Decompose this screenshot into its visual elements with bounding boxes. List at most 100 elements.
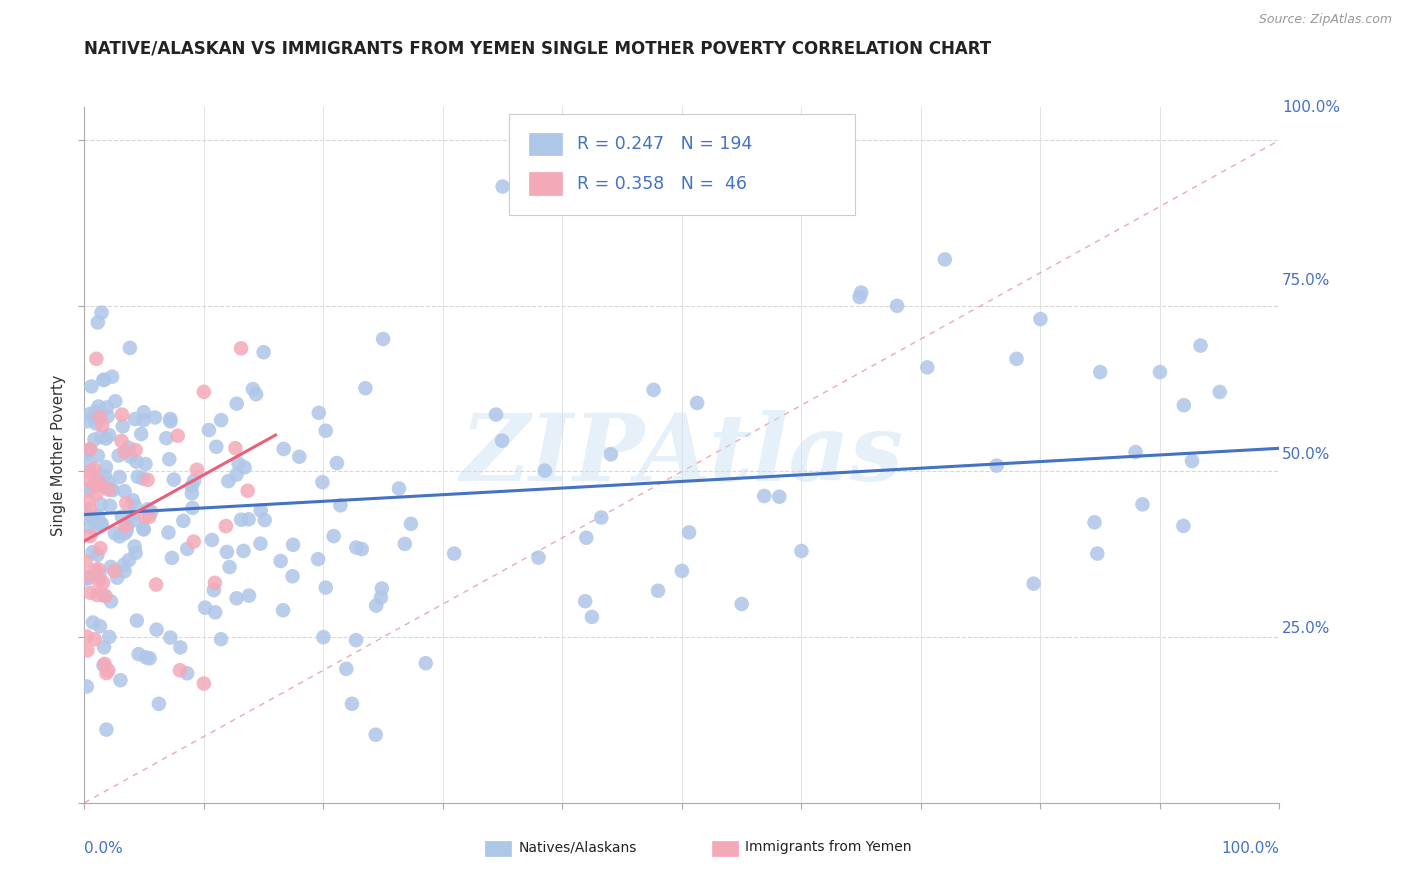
Point [1085,547,1108,561]
Point [111,408,134,422]
Point [75,572,97,586]
Point [75,473,97,487]
Point [181,500,204,515]
Point [79,529,101,543]
Point [83,462,105,476]
Point [166,428,188,442]
Point [89,409,111,424]
Point [370,591,392,605]
Point [731,597,754,611]
Point [120,450,142,464]
Point [94,589,117,603]
Point [848,290,870,304]
Point [311,475,333,490]
Point [82,545,104,559]
Point [80,481,103,495]
Point [986,458,1008,473]
Point [104,394,127,409]
Point [91,575,114,590]
Point [83,514,105,528]
Point [87,449,110,463]
Point [122,508,145,522]
Point [194,600,217,615]
Point [80,379,103,393]
Point [209,632,232,647]
Point [236,483,259,498]
Point [87,562,110,576]
Point [112,558,135,572]
Point [98,482,121,496]
Point [271,603,294,617]
Point [307,552,329,566]
Point [84,405,107,419]
Point [83,632,105,647]
Point [647,583,669,598]
Point [1181,454,1204,468]
Point [79,465,101,479]
Point [90,306,112,320]
Point [238,512,260,526]
Point [89,541,111,556]
Point [1029,312,1052,326]
Point [76,630,98,644]
Point [281,569,304,583]
Point [176,666,198,681]
Point [108,470,131,484]
Point [145,623,167,637]
Point [1022,576,1045,591]
Point [193,676,215,690]
Point [124,539,146,553]
Point [224,441,246,455]
Point [87,574,110,588]
FancyBboxPatch shape [711,841,738,856]
Point [1125,445,1147,459]
Point [124,546,146,560]
Point [527,550,550,565]
Point [110,673,132,688]
Point [232,544,254,558]
Point [100,594,122,608]
Point [350,542,373,557]
Point [75,508,97,523]
Point [115,524,138,538]
Point [132,413,155,427]
Point [159,631,181,645]
Point [136,502,159,516]
Point [157,525,180,540]
Point [678,525,700,540]
Point [118,441,141,455]
Point [225,397,247,411]
Point [169,640,191,655]
Point [917,360,939,375]
Point [114,484,136,499]
Point [96,401,118,415]
Point [155,431,177,445]
Point [93,373,115,387]
Text: Immigrants from Yemen: Immigrants from Yemen [745,840,911,855]
Point [176,541,198,556]
Point [180,479,202,493]
Point [148,697,170,711]
Point [354,381,377,395]
Point [115,496,138,510]
Point [97,409,120,424]
FancyBboxPatch shape [509,114,855,215]
Point [75,569,97,583]
Point [94,468,117,483]
Point [231,513,253,527]
Point [91,418,114,433]
Point [315,581,337,595]
Point [169,663,191,677]
Y-axis label: Single Mother Poverty: Single Mother Poverty [51,375,66,535]
Point [76,483,98,498]
Point [215,519,238,533]
Point [281,538,304,552]
Point [1173,519,1195,533]
Point [80,520,103,534]
Point [114,526,136,541]
Point [686,396,709,410]
Text: ZIPAtlas: ZIPAtlas [460,410,904,500]
FancyBboxPatch shape [529,172,562,194]
Point [132,522,155,536]
Text: Source: ZipAtlas.com: Source: ZipAtlas.com [1258,13,1392,27]
